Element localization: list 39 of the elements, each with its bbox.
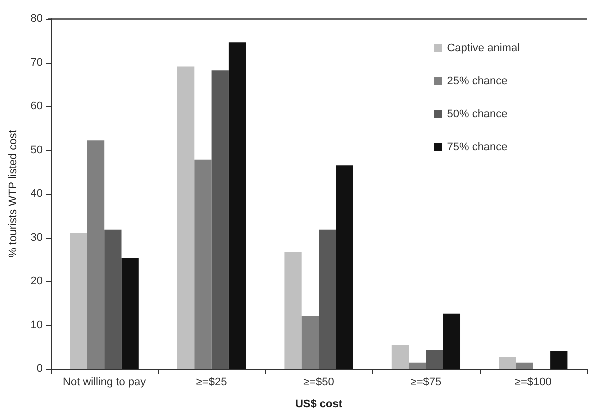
bar	[409, 362, 426, 369]
bar	[177, 66, 195, 369]
y-tick-label: 0	[36, 363, 43, 375]
bar	[284, 252, 302, 369]
y-tick-label: 30	[30, 232, 43, 244]
bar	[104, 230, 122, 369]
bar	[319, 230, 336, 369]
x-tick-label: ≥=$75	[410, 376, 442, 388]
bar	[212, 70, 229, 369]
bar	[70, 233, 88, 369]
y-tick-label: 50	[30, 144, 43, 156]
y-tick-label: 10	[30, 319, 43, 332]
bar	[443, 314, 461, 369]
y-tick-label: 20	[30, 276, 43, 288]
x-tick-label: ≥=$50	[304, 376, 334, 388]
x-tick-label: ≥=$100	[514, 376, 552, 388]
legend-label: 75% chance	[447, 142, 508, 154]
bar	[194, 160, 212, 369]
x-axis-title: US$ cost	[295, 398, 343, 410]
bar	[499, 357, 516, 369]
bar	[302, 316, 319, 369]
bar	[426, 350, 444, 369]
bar	[228, 42, 246, 369]
y-axis-title: % tourists WTP listed cost	[8, 130, 20, 258]
x-tick-label: ≥=$25	[196, 376, 228, 388]
y-tick-label: 40	[30, 188, 43, 200]
y-tick-label: 60	[30, 100, 43, 112]
y-tick-label: 70	[30, 56, 43, 69]
legend-label: 50% chance	[447, 108, 508, 120]
bar	[392, 344, 410, 369]
bar	[550, 351, 568, 369]
legend-label: 25% chance	[447, 76, 508, 88]
y-tick-label: 80	[30, 13, 43, 25]
bar	[516, 362, 534, 369]
bar	[87, 140, 105, 369]
legend-label: Captive animal	[447, 42, 520, 54]
bar	[122, 258, 139, 369]
x-tick-label: Not willing to pay	[63, 376, 147, 388]
bar	[336, 166, 354, 369]
